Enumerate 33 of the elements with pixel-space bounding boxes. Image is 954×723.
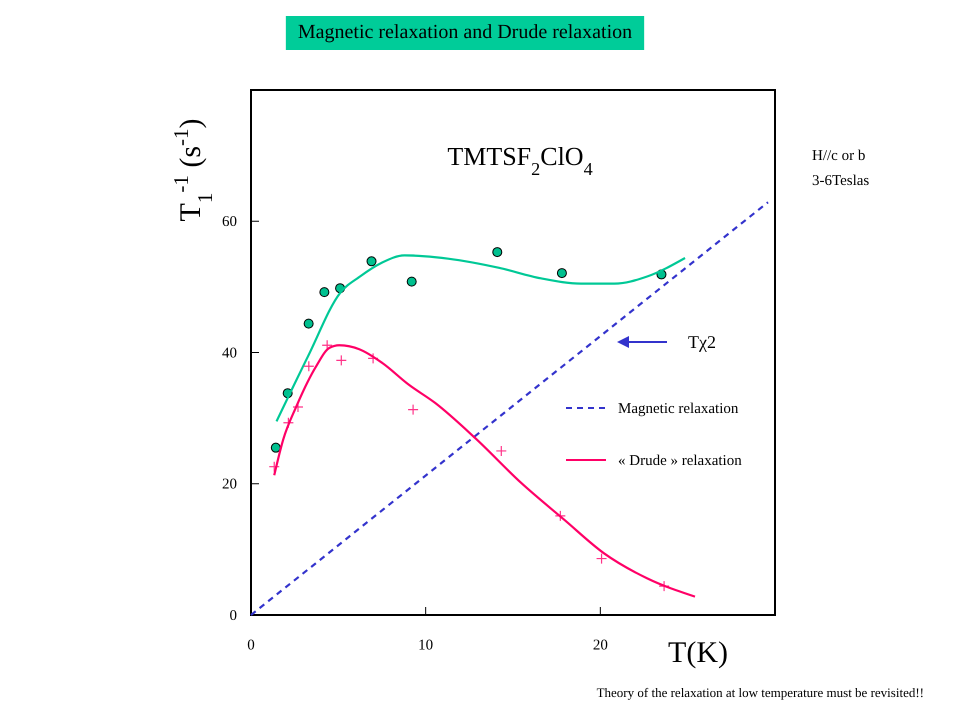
text: Theory of the relaxation at low temperature must be revisited!! — [596, 685, 924, 700]
annotation: Tχ2 — [688, 332, 716, 352]
text: H//c or b — [812, 148, 866, 164]
point — [492, 247, 502, 258]
y-tick-label: 40 — [222, 345, 237, 362]
text: 3-6Teslas — [812, 173, 870, 189]
point — [496, 445, 507, 457]
point — [556, 268, 567, 278]
point — [554, 510, 566, 522]
legend-label: Magnetic relaxation — [618, 401, 739, 417]
point — [268, 461, 280, 472]
x-tick-label: 0 — [247, 638, 255, 654]
x-tick-label: 10 — [418, 638, 434, 654]
point — [407, 404, 419, 416]
chart-title: Magnetic relaxation and Drude relaxation — [298, 21, 632, 43]
y-tick-label: 60 — [222, 214, 237, 230]
point — [319, 287, 330, 298]
annotation: TMTSF$_{2}$ClO$_{4}$ — [447, 142, 593, 179]
point — [270, 442, 281, 453]
point — [366, 256, 377, 266]
point — [596, 552, 608, 564]
point — [303, 360, 314, 372]
x-tick-label: 20 — [592, 638, 608, 654]
point — [304, 318, 314, 329]
point — [282, 417, 294, 428]
x-axis-title: T(K) — [668, 636, 728, 669]
y-tick-label: 20 — [222, 476, 237, 493]
y-tick-label: 0 — [230, 608, 237, 624]
point — [406, 276, 417, 287]
point — [336, 354, 347, 366]
point — [658, 580, 670, 592]
point — [367, 352, 379, 364]
legend-label: « Drude » relaxation — [618, 453, 742, 469]
